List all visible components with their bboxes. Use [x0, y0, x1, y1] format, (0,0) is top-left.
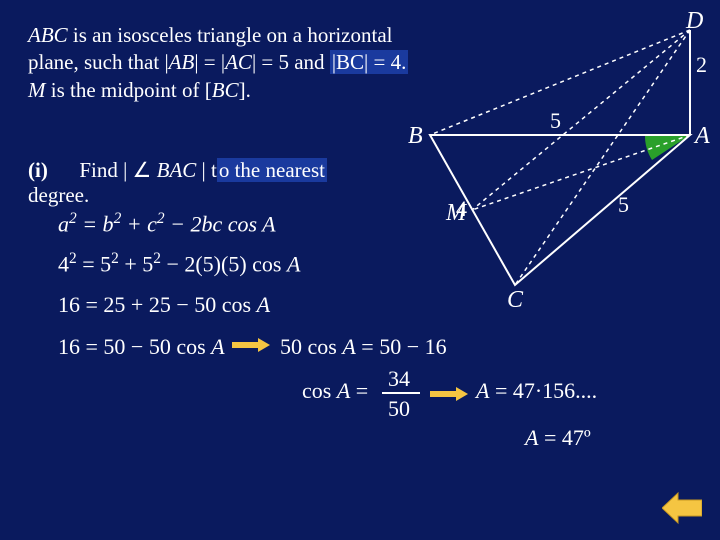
triangle-diagram: DABCM5524 — [400, 10, 710, 310]
equation-2: 42 = 52 + 52 − 2(5)(5) cos A — [58, 250, 300, 277]
frac-numerator: 34 — [388, 366, 410, 392]
txt: | = | — [194, 50, 225, 74]
txt: is an isosceles triangle on a horizontal — [68, 23, 393, 47]
frac-denominator: 50 — [388, 396, 410, 422]
txt: M — [28, 78, 46, 102]
frac-line — [382, 392, 420, 394]
arrow-icon — [430, 387, 468, 401]
svg-text:5: 5 — [550, 108, 561, 133]
txt: AC — [225, 50, 252, 74]
txt: BC — [212, 78, 239, 102]
arrow-icon — [232, 338, 270, 352]
back-button[interactable] — [662, 491, 702, 525]
equation-5: 50 cos A = 50 − 16 — [280, 334, 447, 360]
txt: | t — [196, 158, 217, 182]
cos-a-label: cos A = — [302, 378, 368, 404]
equation-4: 16 = 50 − 50 cos A — [58, 334, 225, 360]
txt-hl: o the nearest — [217, 158, 327, 182]
txt: BAC — [157, 158, 197, 182]
txt: | = 5 and — [252, 50, 330, 74]
problem-statement: ABC is an isosceles triangle on a horizo… — [28, 22, 448, 104]
svg-text:2: 2 — [696, 52, 707, 77]
txt: AB — [169, 50, 195, 74]
q-num: (i) — [28, 158, 48, 182]
txt: is the midpoint of [ — [46, 78, 212, 102]
question-i: (i) Find | ∠ BAC | to the nearest degree… — [28, 158, 327, 208]
svg-text:A: A — [693, 123, 710, 149]
equation-3: 16 = 25 + 25 − 50 cos A — [58, 292, 270, 318]
svg-text:D: D — [685, 10, 703, 34]
txt: plane, such that | — [28, 50, 169, 74]
result-rounded: A = 47º — [525, 425, 591, 451]
svg-text:B: B — [408, 123, 423, 149]
svg-text:5: 5 — [618, 192, 629, 217]
svg-text:C: C — [507, 287, 524, 310]
equation-1: a2 = b2 + c2 − 2bc cos A — [58, 210, 276, 237]
txt: ]. — [239, 78, 251, 102]
txt-hl: |BC| = 4. — [330, 50, 409, 74]
txt: ABC — [28, 23, 68, 47]
txt: degree. — [28, 183, 89, 207]
txt: Find | ∠ — [79, 158, 156, 182]
svg-text:4: 4 — [456, 196, 467, 221]
result-exact: A = 47·156.... — [476, 378, 597, 404]
